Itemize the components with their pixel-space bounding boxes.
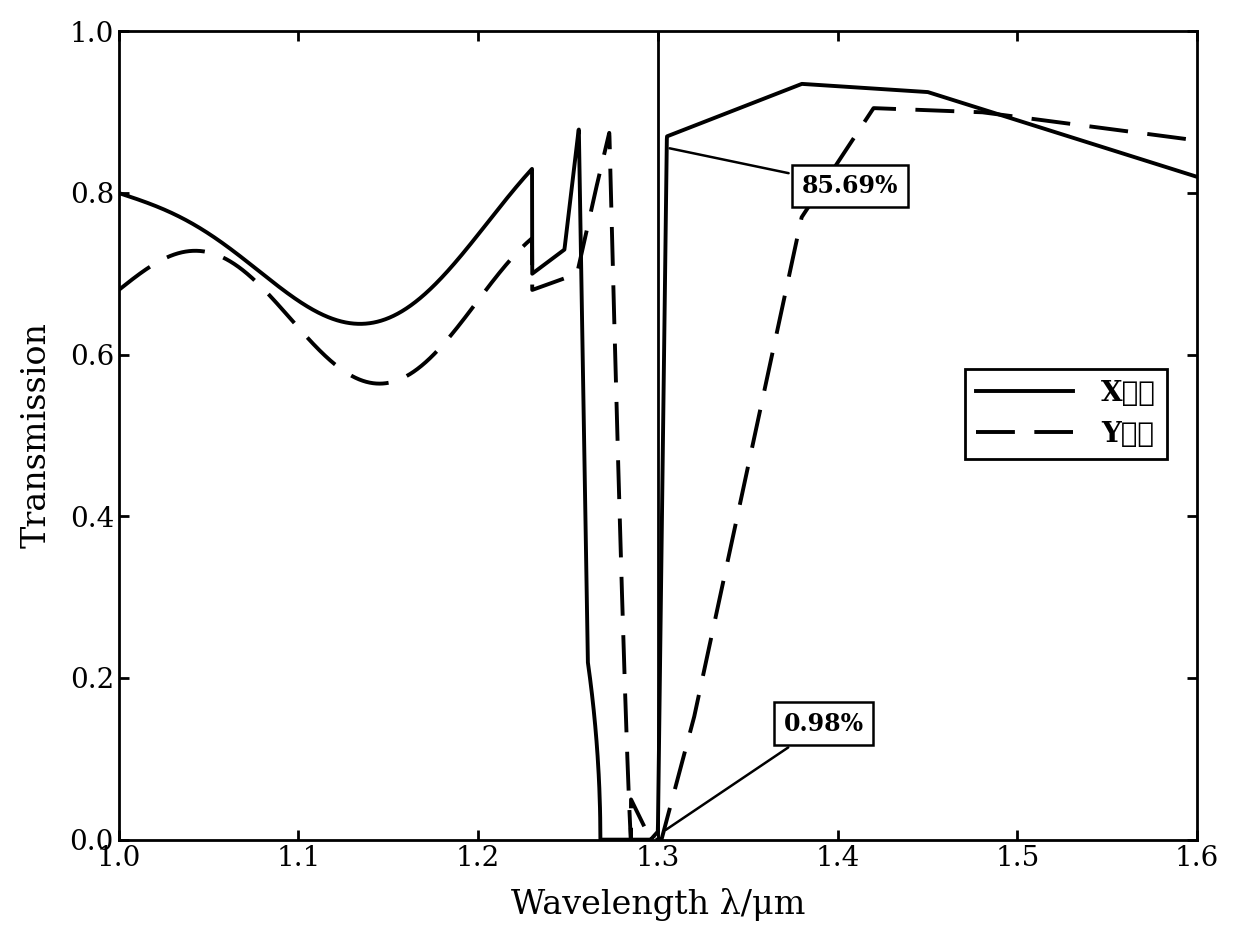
Y-axis label: Transmission: Transmission	[21, 322, 53, 548]
Legend: X偏振, Y偏振: X偏振, Y偏振	[965, 368, 1167, 459]
Y偏振	[644, 834, 658, 845]
X偏振	[794, 78, 808, 89]
X偏振	[593, 834, 608, 845]
Y偏振	[308, 340, 322, 351]
X偏振	[523, 165, 538, 176]
Text: 0.98%: 0.98%	[666, 711, 864, 830]
Y偏振	[758, 379, 773, 390]
Y偏振	[867, 103, 882, 114]
Line: X偏振: X偏振	[119, 84, 1197, 839]
X偏振	[758, 92, 773, 104]
X偏振	[112, 187, 126, 199]
X偏振	[813, 79, 828, 90]
X偏振	[1189, 171, 1204, 183]
Y偏振	[1189, 135, 1204, 146]
Y偏振	[112, 284, 126, 296]
X偏振	[916, 86, 931, 97]
Y偏振	[812, 184, 827, 195]
Text: 85.69%: 85.69%	[670, 148, 898, 198]
X-axis label: Wavelength λ/μm: Wavelength λ/μm	[511, 888, 805, 921]
Y偏振	[916, 105, 931, 116]
Y偏振	[998, 109, 1013, 121]
X偏振	[308, 305, 322, 317]
Y偏振	[523, 234, 538, 245]
X偏振	[998, 111, 1013, 122]
Line: Y偏振: Y偏振	[119, 108, 1197, 839]
